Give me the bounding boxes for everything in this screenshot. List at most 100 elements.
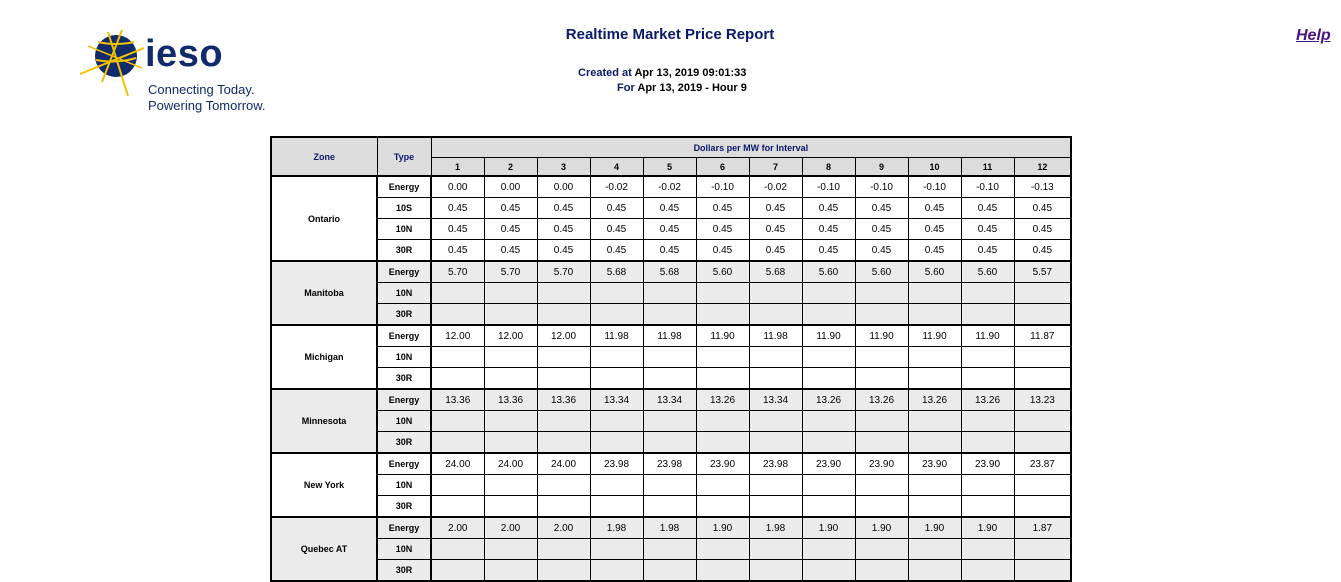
price-cell: 0.45 — [695, 197, 750, 219]
price-cell: 0.45 — [748, 239, 803, 262]
price-cell: 13.26 — [695, 388, 750, 411]
type-label: 10N — [376, 410, 432, 432]
price-cell: 23.90 — [801, 452, 856, 475]
price-cell: 0.00 — [483, 175, 538, 198]
price-cell — [748, 282, 803, 304]
table-row: Ontario Energy 0.00 0.00 0.00 -0.02 -0.02 -0.10… — [270, 175, 1072, 262]
price-cell: 0.45 — [589, 218, 644, 240]
price-cell — [589, 282, 644, 304]
price-cell: 13.26 — [907, 388, 962, 411]
zone-group: Ontario Energy 0.00 0.00 0.00 -0.02 -0.02 -0.10… — [270, 175, 1072, 262]
price-cell — [483, 495, 538, 518]
price-cell — [960, 282, 1015, 304]
price-cell: 23.90 — [854, 452, 909, 475]
price-cell: 13.26 — [854, 388, 909, 411]
price-cell: 0.45 — [1013, 239, 1072, 262]
price-cell: 13.36 — [536, 388, 591, 411]
price-cell — [801, 346, 856, 368]
price-cell — [854, 282, 909, 304]
help-link[interactable]: Help — [1296, 27, 1331, 44]
price-cell — [801, 431, 856, 454]
price-cell — [536, 303, 591, 326]
price-cell — [430, 410, 485, 432]
created-at-value: Apr 13, 2019 09:01:33 — [634, 67, 747, 79]
type-label: 10S — [376, 197, 432, 219]
table-row: 30R — [271, 495, 1072, 518]
table-row: Quebec AT Energy 2.00 2.00 2.00 1.98 1.98 1.90 1… — [270, 516, 1072, 582]
price-cell — [589, 559, 644, 582]
price-cell: 5.60 — [854, 260, 909, 283]
price-cell: 5.60 — [801, 260, 856, 283]
price-cell: 1.98 — [589, 516, 644, 539]
price-cell — [536, 474, 591, 496]
price-cell — [536, 410, 591, 432]
price-cell: 5.57 — [1013, 260, 1072, 283]
price-cell — [695, 346, 750, 368]
table-row: 30R — [271, 367, 1072, 390]
price-cell — [748, 474, 803, 496]
table-row: 30R — [271, 559, 1072, 582]
price-cell — [907, 559, 962, 582]
price-cell — [483, 559, 538, 582]
price-cell — [695, 367, 750, 390]
price-cell — [854, 431, 909, 454]
zone-name: Quebec AT — [270, 516, 378, 582]
price-cell — [960, 410, 1015, 432]
price-cell — [907, 474, 962, 496]
price-cell — [801, 559, 856, 582]
interval-header-11: 11 — [960, 157, 1015, 177]
price-cell — [430, 431, 485, 454]
price-cell — [642, 367, 697, 390]
price-cell: 1.90 — [854, 516, 909, 539]
price-cell: 12.00 — [430, 324, 485, 347]
price-cell: 13.34 — [589, 388, 644, 411]
type-label: Energy — [376, 452, 432, 475]
price-cell: 0.45 — [960, 218, 1015, 240]
price-cell — [589, 303, 644, 326]
price-cell: 0.45 — [536, 218, 591, 240]
price-cell: 23.90 — [907, 452, 962, 475]
price-cell — [960, 431, 1015, 454]
table-row: Minnesota Energy 13.36 13.36 13.36 13.34 13.34… — [270, 388, 1072, 454]
price-cell: 5.70 — [430, 260, 485, 283]
price-cell — [1013, 538, 1072, 560]
price-cell: 13.36 — [430, 388, 485, 411]
zone-name: Manitoba — [270, 260, 378, 326]
price-cell: 12.00 — [536, 324, 591, 347]
type-label: Energy — [376, 175, 432, 198]
for-value: Apr 13, 2019 - Hour 9 — [637, 82, 747, 94]
report-title: Realtime Market Price Report — [565, 26, 775, 43]
price-cell — [642, 346, 697, 368]
price-cell: -0.02 — [642, 175, 697, 198]
price-cell: 11.98 — [642, 324, 697, 347]
price-cell: 5.60 — [960, 260, 1015, 283]
price-cell — [907, 282, 962, 304]
price-cell — [801, 282, 856, 304]
interval-header-8: 8 — [801, 157, 856, 177]
price-cell: 23.98 — [642, 452, 697, 475]
price-cell — [907, 538, 962, 560]
price-cell: 0.45 — [1013, 197, 1072, 219]
price-cell — [748, 431, 803, 454]
price-cell — [430, 303, 485, 326]
price-cell: 0.45 — [589, 197, 644, 219]
price-cell — [483, 410, 538, 432]
price-cell — [960, 538, 1015, 560]
type-label: 30R — [376, 559, 432, 582]
table-row: 10N — [271, 474, 1072, 496]
price-cell: 0.45 — [960, 197, 1015, 219]
price-cell — [801, 474, 856, 496]
price-cell: 13.26 — [801, 388, 856, 411]
price-cell: 1.98 — [748, 516, 803, 539]
price-cell: 0.45 — [695, 218, 750, 240]
price-cell — [1013, 431, 1072, 454]
for-label: For — [617, 82, 635, 94]
price-cell — [589, 495, 644, 518]
price-cell — [483, 303, 538, 326]
price-cell — [695, 303, 750, 326]
price-cell — [430, 559, 485, 582]
price-cell — [483, 367, 538, 390]
price-cell: 5.68 — [748, 260, 803, 283]
price-cell: 11.90 — [801, 324, 856, 347]
